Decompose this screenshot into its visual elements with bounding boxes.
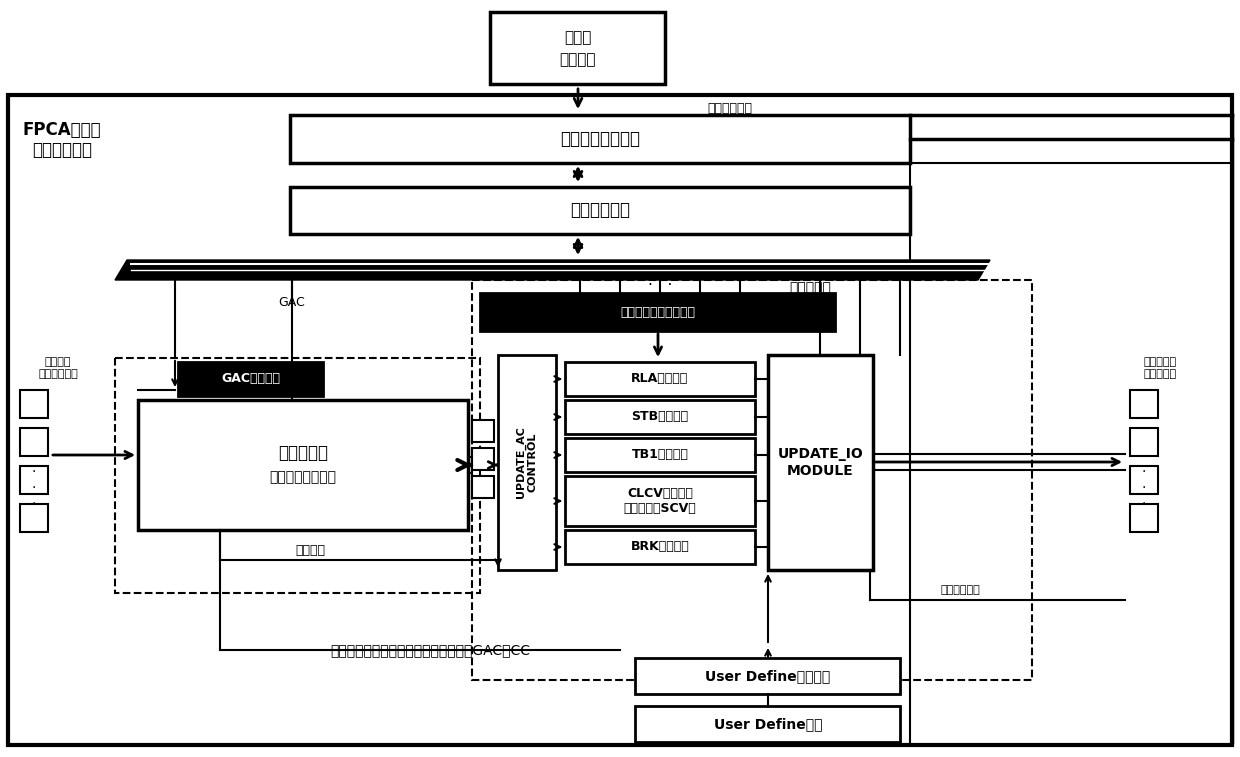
Bar — [115, 358, 480, 593]
Text: 核心计算区: 核心计算区 — [278, 444, 329, 462]
Bar — [290, 115, 910, 163]
Bar — [1130, 466, 1158, 494]
Bar — [1130, 504, 1158, 532]
Bar — [565, 530, 755, 564]
Bar — [565, 400, 755, 434]
Text: 服务器: 服务器 — [564, 30, 591, 45]
Bar — [1130, 428, 1158, 456]
Bar — [290, 187, 910, 234]
Bar — [490, 12, 665, 84]
Text: 求解电路节点电压: 求解电路节点电压 — [269, 470, 336, 484]
Text: UPDATE_IO
MODULE: UPDATE_IO MODULE — [777, 447, 863, 478]
Text: 判断是否根据开关状态替换现最有矩阵GAC、CC: 判断是否根据开关状态替换现最有矩阵GAC、CC — [330, 643, 529, 657]
Bar — [138, 400, 467, 530]
Text: ·
·
·: · · · — [1142, 465, 1146, 511]
Text: 元件变更区: 元件变更区 — [789, 281, 831, 295]
Bar — [472, 476, 494, 498]
Text: 公共存储模块: 公共存储模块 — [570, 201, 630, 219]
Bar — [20, 504, 48, 532]
Bar — [20, 428, 48, 456]
Bar — [1130, 390, 1158, 418]
Bar — [480, 293, 835, 331]
Text: RLA元件变更: RLA元件变更 — [631, 372, 688, 385]
Text: CLCV元件变更
包括分层、SCV等: CLCV元件变更 包括分层、SCV等 — [624, 487, 697, 515]
Text: 各元件初始化存储单元: 各元件初始化存储单元 — [620, 306, 696, 319]
Text: 实时数据交互: 实时数据交互 — [708, 101, 753, 114]
Text: 大小步长接口模块: 大小步长接口模块 — [560, 130, 640, 148]
Bar — [565, 476, 755, 526]
Bar — [565, 438, 755, 472]
Text: TB1元件变更: TB1元件变更 — [631, 448, 688, 462]
Text: 节点电压: 节点电压 — [295, 544, 325, 556]
Bar — [7, 95, 1233, 745]
Bar — [565, 362, 755, 396]
Bar — [20, 390, 48, 418]
Text: 节点历史电流: 节点历史电流 — [38, 369, 78, 379]
Text: 支路电流计算: 支路电流计算 — [940, 585, 980, 595]
Text: 数据传输: 数据传输 — [559, 52, 596, 67]
Text: User Define控制: User Define控制 — [714, 717, 822, 731]
Bar — [498, 355, 556, 570]
Text: 当前时步: 当前时步 — [45, 357, 71, 367]
Text: User Define计算模块: User Define计算模块 — [706, 669, 831, 683]
Polygon shape — [115, 260, 990, 280]
Text: 实时仿真系统: 实时仿真系统 — [32, 141, 92, 159]
Bar — [768, 355, 873, 570]
Bar — [20, 466, 48, 494]
Text: · · ·: · · · — [647, 278, 672, 292]
Text: 下一时步节: 下一时步节 — [1143, 357, 1177, 367]
Text: GAC: GAC — [279, 295, 305, 309]
Bar — [472, 280, 1032, 680]
Text: STB元件变更: STB元件变更 — [631, 410, 688, 423]
Bar — [635, 706, 900, 742]
Bar — [472, 420, 494, 442]
Text: BRK元件变更: BRK元件变更 — [631, 540, 689, 553]
Bar — [635, 658, 900, 694]
Text: 点历史电流: 点历史电流 — [1143, 369, 1177, 379]
Text: ·
·
·: · · · — [32, 465, 36, 511]
Bar — [179, 362, 322, 396]
Text: GAC矩阵存储: GAC矩阵存储 — [222, 372, 280, 385]
Bar — [472, 448, 494, 470]
Text: UPDATE_AC
CONTROL: UPDATE_AC CONTROL — [516, 426, 538, 498]
Text: FPCA小步长: FPCA小步长 — [22, 121, 102, 139]
